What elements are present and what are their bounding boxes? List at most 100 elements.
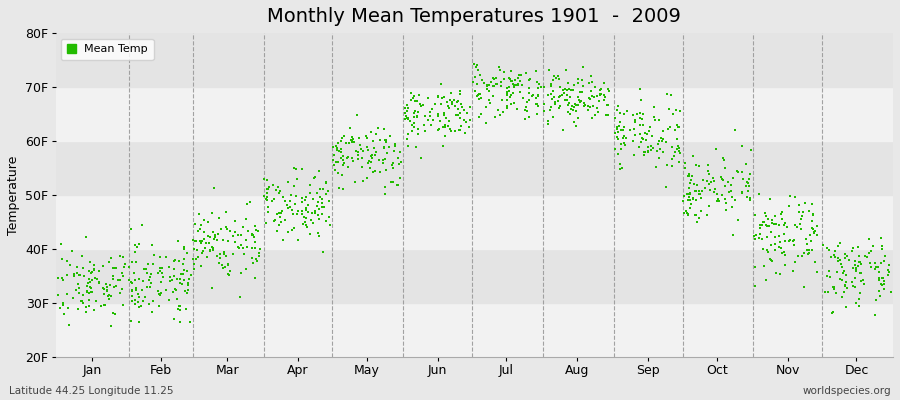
Point [637,129,652,136]
Point [327,152,341,158]
Point [826,284,841,290]
Point [392,175,407,182]
Point [296,214,310,220]
Point [497,69,511,75]
Point [735,168,750,175]
Point [202,247,217,254]
Point [431,110,446,117]
Point [777,221,791,228]
Point [644,143,659,150]
Point [360,160,374,167]
Point [398,115,412,122]
Point [795,213,809,220]
Point [536,100,551,107]
Point [319,191,333,197]
Point [198,245,212,252]
Point [407,124,421,131]
Point [116,273,130,279]
Point [858,252,872,259]
Point [707,186,722,192]
Point [84,269,98,276]
Point [412,92,427,98]
Point [678,165,692,171]
Point [345,138,359,145]
Point [128,297,142,303]
Point [332,185,347,191]
Point [314,196,328,202]
Point [261,186,275,192]
Point [50,292,65,298]
Bar [56,249,893,303]
Point [278,216,293,223]
Point [256,193,271,200]
Point [616,127,630,134]
Point [86,266,101,272]
Point [493,112,508,119]
Point [543,106,557,113]
Point [569,123,583,129]
Point [491,64,506,70]
Point [202,219,216,226]
Point [717,165,732,171]
Point [69,264,84,270]
Point [664,163,679,170]
Title: Monthly Mean Temperatures 1901  -  2009: Monthly Mean Temperatures 1901 - 2009 [267,7,681,26]
Point [82,303,96,309]
Point [699,178,714,184]
Point [799,247,814,254]
Point [212,260,226,266]
Point [818,288,832,295]
Point [672,150,687,157]
Point [778,252,793,258]
Point [271,184,285,190]
Point [230,232,245,238]
Point [877,281,891,287]
Point [760,222,774,228]
Point [380,150,394,156]
Point [363,165,377,171]
Point [406,95,420,102]
Point [281,205,295,211]
Point [612,119,626,125]
Point [438,124,453,130]
Point [831,258,845,264]
Point [734,190,749,196]
Point [870,264,885,270]
Point [518,104,533,110]
Point [848,262,862,268]
Point [683,191,698,198]
Point [641,144,655,150]
Point [592,92,607,98]
Point [299,215,313,221]
Point [136,278,150,284]
Point [291,208,305,215]
Point [796,208,810,215]
Point [251,250,266,257]
Point [768,247,782,253]
Point [877,286,891,292]
Point [875,281,889,288]
Point [760,216,775,223]
Point [507,100,521,107]
Point [213,225,228,232]
Point [583,88,598,94]
Point [703,187,717,194]
Point [384,162,399,168]
Point [661,90,675,97]
Point [327,162,341,168]
Point [436,112,451,118]
Point [826,284,841,290]
Point [284,227,299,233]
Point [530,93,544,99]
Point [330,145,345,152]
Point [695,188,709,194]
Point [287,225,302,232]
Point [194,250,209,256]
Point [672,107,687,114]
Point [725,204,740,210]
Point [183,319,197,326]
Point [315,211,329,217]
Point [88,298,103,304]
Point [431,126,446,133]
Point [823,274,837,280]
